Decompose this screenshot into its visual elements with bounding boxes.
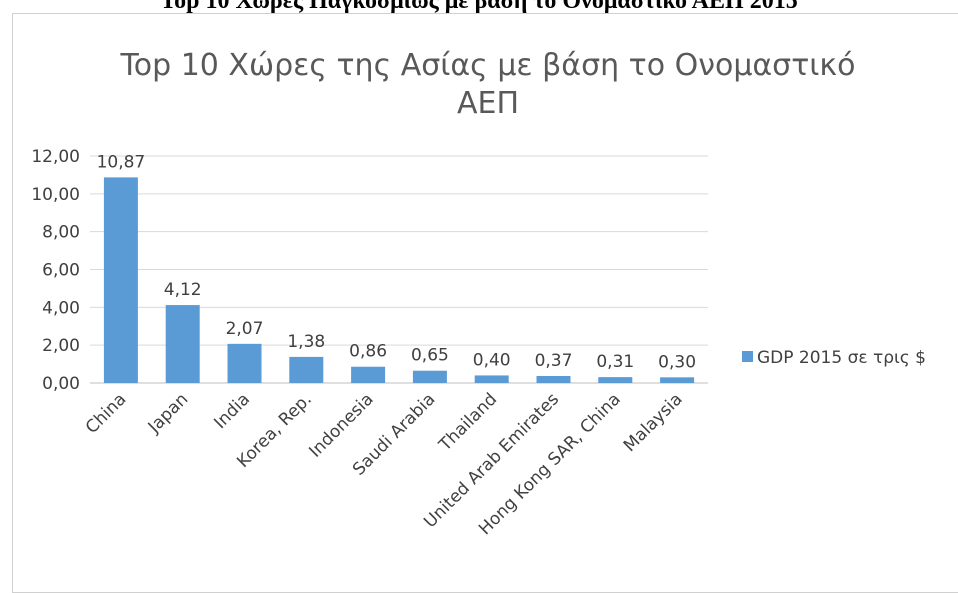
x-tick-label: China <box>82 389 130 437</box>
data-label: 0,40 <box>473 350 511 370</box>
chart-title-line-1: Top 10 Χώρες της Ασίας με βάση το Ονομασ… <box>120 48 856 83</box>
x-tick-label: India <box>210 389 254 433</box>
data-label: 4,12 <box>164 280 202 300</box>
data-label: 10,87 <box>97 152 146 172</box>
y-tick-label: 10,00 <box>31 185 80 205</box>
legend-swatch <box>742 351 753 362</box>
data-label: 0,65 <box>411 346 449 366</box>
data-label: 2,07 <box>226 319 264 339</box>
x-tick-label: Malaysia <box>620 389 687 456</box>
bar <box>412 370 447 383</box>
data-label: 1,38 <box>287 332 325 352</box>
data-label: 0,37 <box>535 351 573 371</box>
bar <box>536 376 571 383</box>
bar <box>474 375 509 383</box>
x-tick-label: Japan <box>144 389 192 437</box>
chart-title-line-2: ΑΕΠ <box>457 86 519 121</box>
bar <box>660 377 695 383</box>
document-heading: Top 10 Χώρες Παγκοσμίως με βάση το Ονομα… <box>160 0 798 14</box>
y-tick-label: 2,00 <box>42 336 80 356</box>
bar <box>227 343 262 383</box>
data-label: 0,86 <box>349 342 387 362</box>
data-label: 0,31 <box>596 352 634 372</box>
y-tick-label: 4,00 <box>42 298 80 318</box>
bar <box>351 366 386 383</box>
bar-chart: Top 10 Χώρες της Ασίας με βάση το Ονομασ… <box>31 48 926 539</box>
bar <box>289 356 324 383</box>
legend-label: GDP 2015 σε τρις $ <box>757 348 926 368</box>
y-tick-label: 0,00 <box>42 374 80 394</box>
data-label: 0,30 <box>658 352 696 372</box>
bar <box>598 377 633 383</box>
bar <box>165 305 200 383</box>
y-tick-label: 12,00 <box>31 147 80 167</box>
y-tick-label: 6,00 <box>42 261 80 281</box>
bar <box>103 177 138 383</box>
y-tick-label: 8,00 <box>42 223 80 243</box>
